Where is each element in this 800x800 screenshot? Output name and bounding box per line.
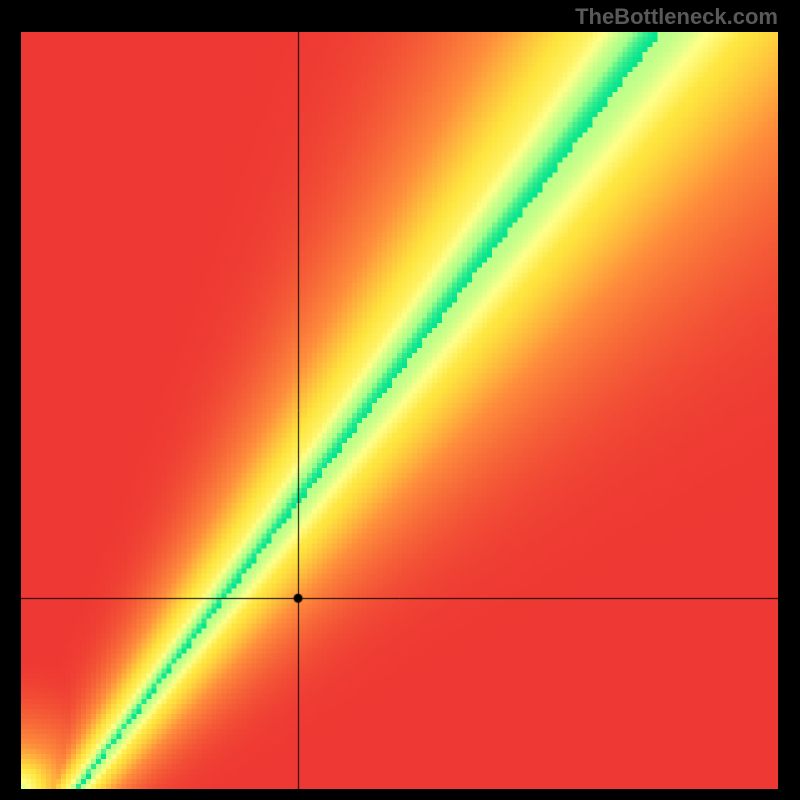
bottleneck-heatmap xyxy=(21,32,778,789)
chart-container: TheBottleneck.com xyxy=(0,0,800,800)
watermark-text: TheBottleneck.com xyxy=(575,4,778,30)
